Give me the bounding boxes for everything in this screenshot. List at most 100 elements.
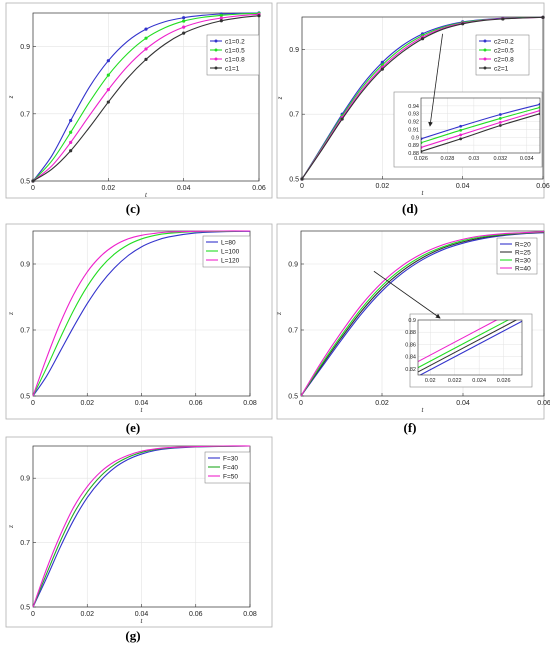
panel-e: 0 0.02 0.04 0.06 0.08 0.5 0.7 0.9 t z L=80 L=100 L=1…: [5, 223, 273, 435]
inset-series-line: [418, 320, 518, 373]
inset-marker: [459, 133, 463, 137]
inset-series-line: [421, 113, 540, 152]
series-marker: [106, 59, 110, 63]
series-marker: [69, 118, 73, 123]
legend-marker: [214, 48, 218, 52]
inset-x-tick-label: 0.034: [520, 156, 534, 162]
y-tick-label: 0.7: [20, 111, 30, 118]
inset-y-tick-label: 0.89: [408, 143, 419, 149]
series-marker: [501, 17, 505, 21]
series-marker: [380, 60, 384, 64]
x-axis-label: t: [141, 617, 144, 625]
y-tick-label: 0.7: [288, 328, 298, 335]
legend-label: c1=0.8: [225, 56, 245, 63]
panel-c: 0 0.02 0.04 0.060.50.70.9tzc1=0.2c1=0.5c1=0…: [5, 2, 273, 216]
inset: 0.02 0.022 0.024 0.026 0.82 0.84 0.86 0.88 0.9: [373, 270, 533, 388]
inset-y-tick-label: 0.91: [408, 127, 419, 133]
x-tick-label: 0.04: [456, 183, 470, 190]
y-tick-label: 0.7: [20, 540, 30, 547]
inset-y-tick-label: 0.88: [408, 151, 419, 157]
series-marker: [182, 25, 186, 29]
series-marker: [69, 149, 73, 153]
legend-label: c2=1: [494, 65, 509, 72]
series-marker: [106, 73, 110, 77]
panel-frame: [5, 2, 273, 199]
series-marker: [144, 36, 148, 40]
inset-axes-box: [420, 97, 541, 154]
inset-marker: [538, 109, 540, 112]
axes-box: [301, 16, 544, 180]
legend-label: c1=1: [225, 65, 240, 72]
inset-x-tick-label: 0.03: [469, 156, 480, 162]
x-tick-label: 0: [299, 400, 303, 407]
series-line: [300, 232, 545, 397]
y-axis-label: z: [276, 96, 284, 100]
panel-caption: (g): [125, 628, 140, 643]
inset-x-tick-label: 0.022: [448, 378, 462, 384]
x-tick-label: 0.04: [177, 185, 191, 192]
x-axis-label: t: [422, 189, 425, 197]
y-tick-label: 0.9: [20, 44, 30, 51]
legend-marker: [214, 57, 218, 61]
zoom-arrow: [428, 33, 443, 127]
inset-y-tick-label: 0.84: [405, 355, 416, 361]
x-tick-label: 0.06: [252, 185, 266, 192]
x-axis-label: t: [141, 406, 144, 414]
inset-y-tick-label: 0.94: [408, 104, 419, 110]
inset-marker: [498, 117, 502, 120]
inset-y-tick-label: 0.86: [405, 342, 416, 348]
inset-y-tick-label: 0.9: [408, 318, 416, 324]
inset-marker: [538, 102, 540, 106]
legend: L=80 L=100 L=120: [202, 235, 251, 268]
panel-caption: (d): [402, 201, 418, 216]
inset-marker: [538, 112, 540, 116]
legend-label: c1=0.2: [225, 38, 245, 45]
x-tick-label: 0.08: [243, 400, 257, 407]
series-marker: [182, 16, 186, 20]
legend: F=30 F=40 F=50: [204, 451, 251, 484]
inset-marker: [459, 137, 463, 141]
inset-axes-box: [417, 319, 523, 376]
series-marker: [380, 67, 384, 71]
x-tick-label: 0.02: [102, 185, 116, 192]
legend-label: c1=0.5: [225, 47, 245, 54]
x-tick-label: 0: [31, 400, 35, 407]
y-tick-label: 0.7: [289, 112, 299, 119]
inset-marker: [421, 146, 423, 149]
series-marker: [257, 14, 261, 18]
legend-label: F=50: [223, 473, 238, 480]
legend-label: R=40: [515, 265, 531, 272]
inset-marker: [459, 128, 463, 132]
legend-marker: [483, 66, 487, 70]
series-line: [300, 231, 545, 397]
legend: c2=0.2 c2=0.5 c2=0.8 c2=1: [475, 34, 530, 76]
inset-marker: [498, 113, 502, 116]
x-tick-label: 0.02: [80, 611, 94, 618]
y-tick-label: 0.7: [20, 328, 30, 335]
legend-marker: [214, 66, 218, 70]
series-marker: [219, 13, 223, 17]
legend-label: L=80: [221, 239, 236, 246]
x-tick-label: 0.06: [189, 400, 203, 407]
inset-y-tick-label: 0.92: [408, 120, 419, 126]
series-marker: [31, 179, 35, 183]
inset-series-line: [421, 110, 540, 149]
x-tick-label: 0.06: [537, 400, 550, 407]
legend-label: c2=0.2: [494, 38, 514, 45]
x-tick-label: 0.04: [456, 400, 470, 407]
series-line: [300, 231, 545, 397]
x-tick-label: 0.02: [376, 183, 390, 190]
inset-y-tick-label: 0.82: [405, 367, 416, 373]
series-marker: [106, 100, 110, 104]
inset-series-line: [418, 320, 510, 369]
x-axis-label: t: [145, 191, 148, 199]
x-tick-label: 0: [300, 183, 304, 190]
inset-marker: [498, 120, 502, 124]
x-tick-label: 0.06: [536, 183, 550, 190]
x-tick-label: 0: [31, 611, 35, 618]
inset-series-line: [421, 106, 540, 144]
inset-x-tick-label: 0.028: [441, 156, 455, 162]
inset-y-tick-label: 0.9: [411, 135, 419, 141]
legend-marker: [483, 48, 487, 52]
